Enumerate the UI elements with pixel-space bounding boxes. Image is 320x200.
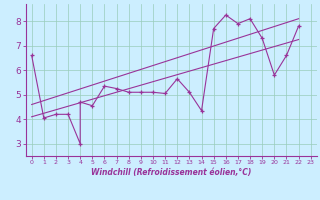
- X-axis label: Windchill (Refroidissement éolien,°C): Windchill (Refroidissement éolien,°C): [91, 168, 252, 177]
